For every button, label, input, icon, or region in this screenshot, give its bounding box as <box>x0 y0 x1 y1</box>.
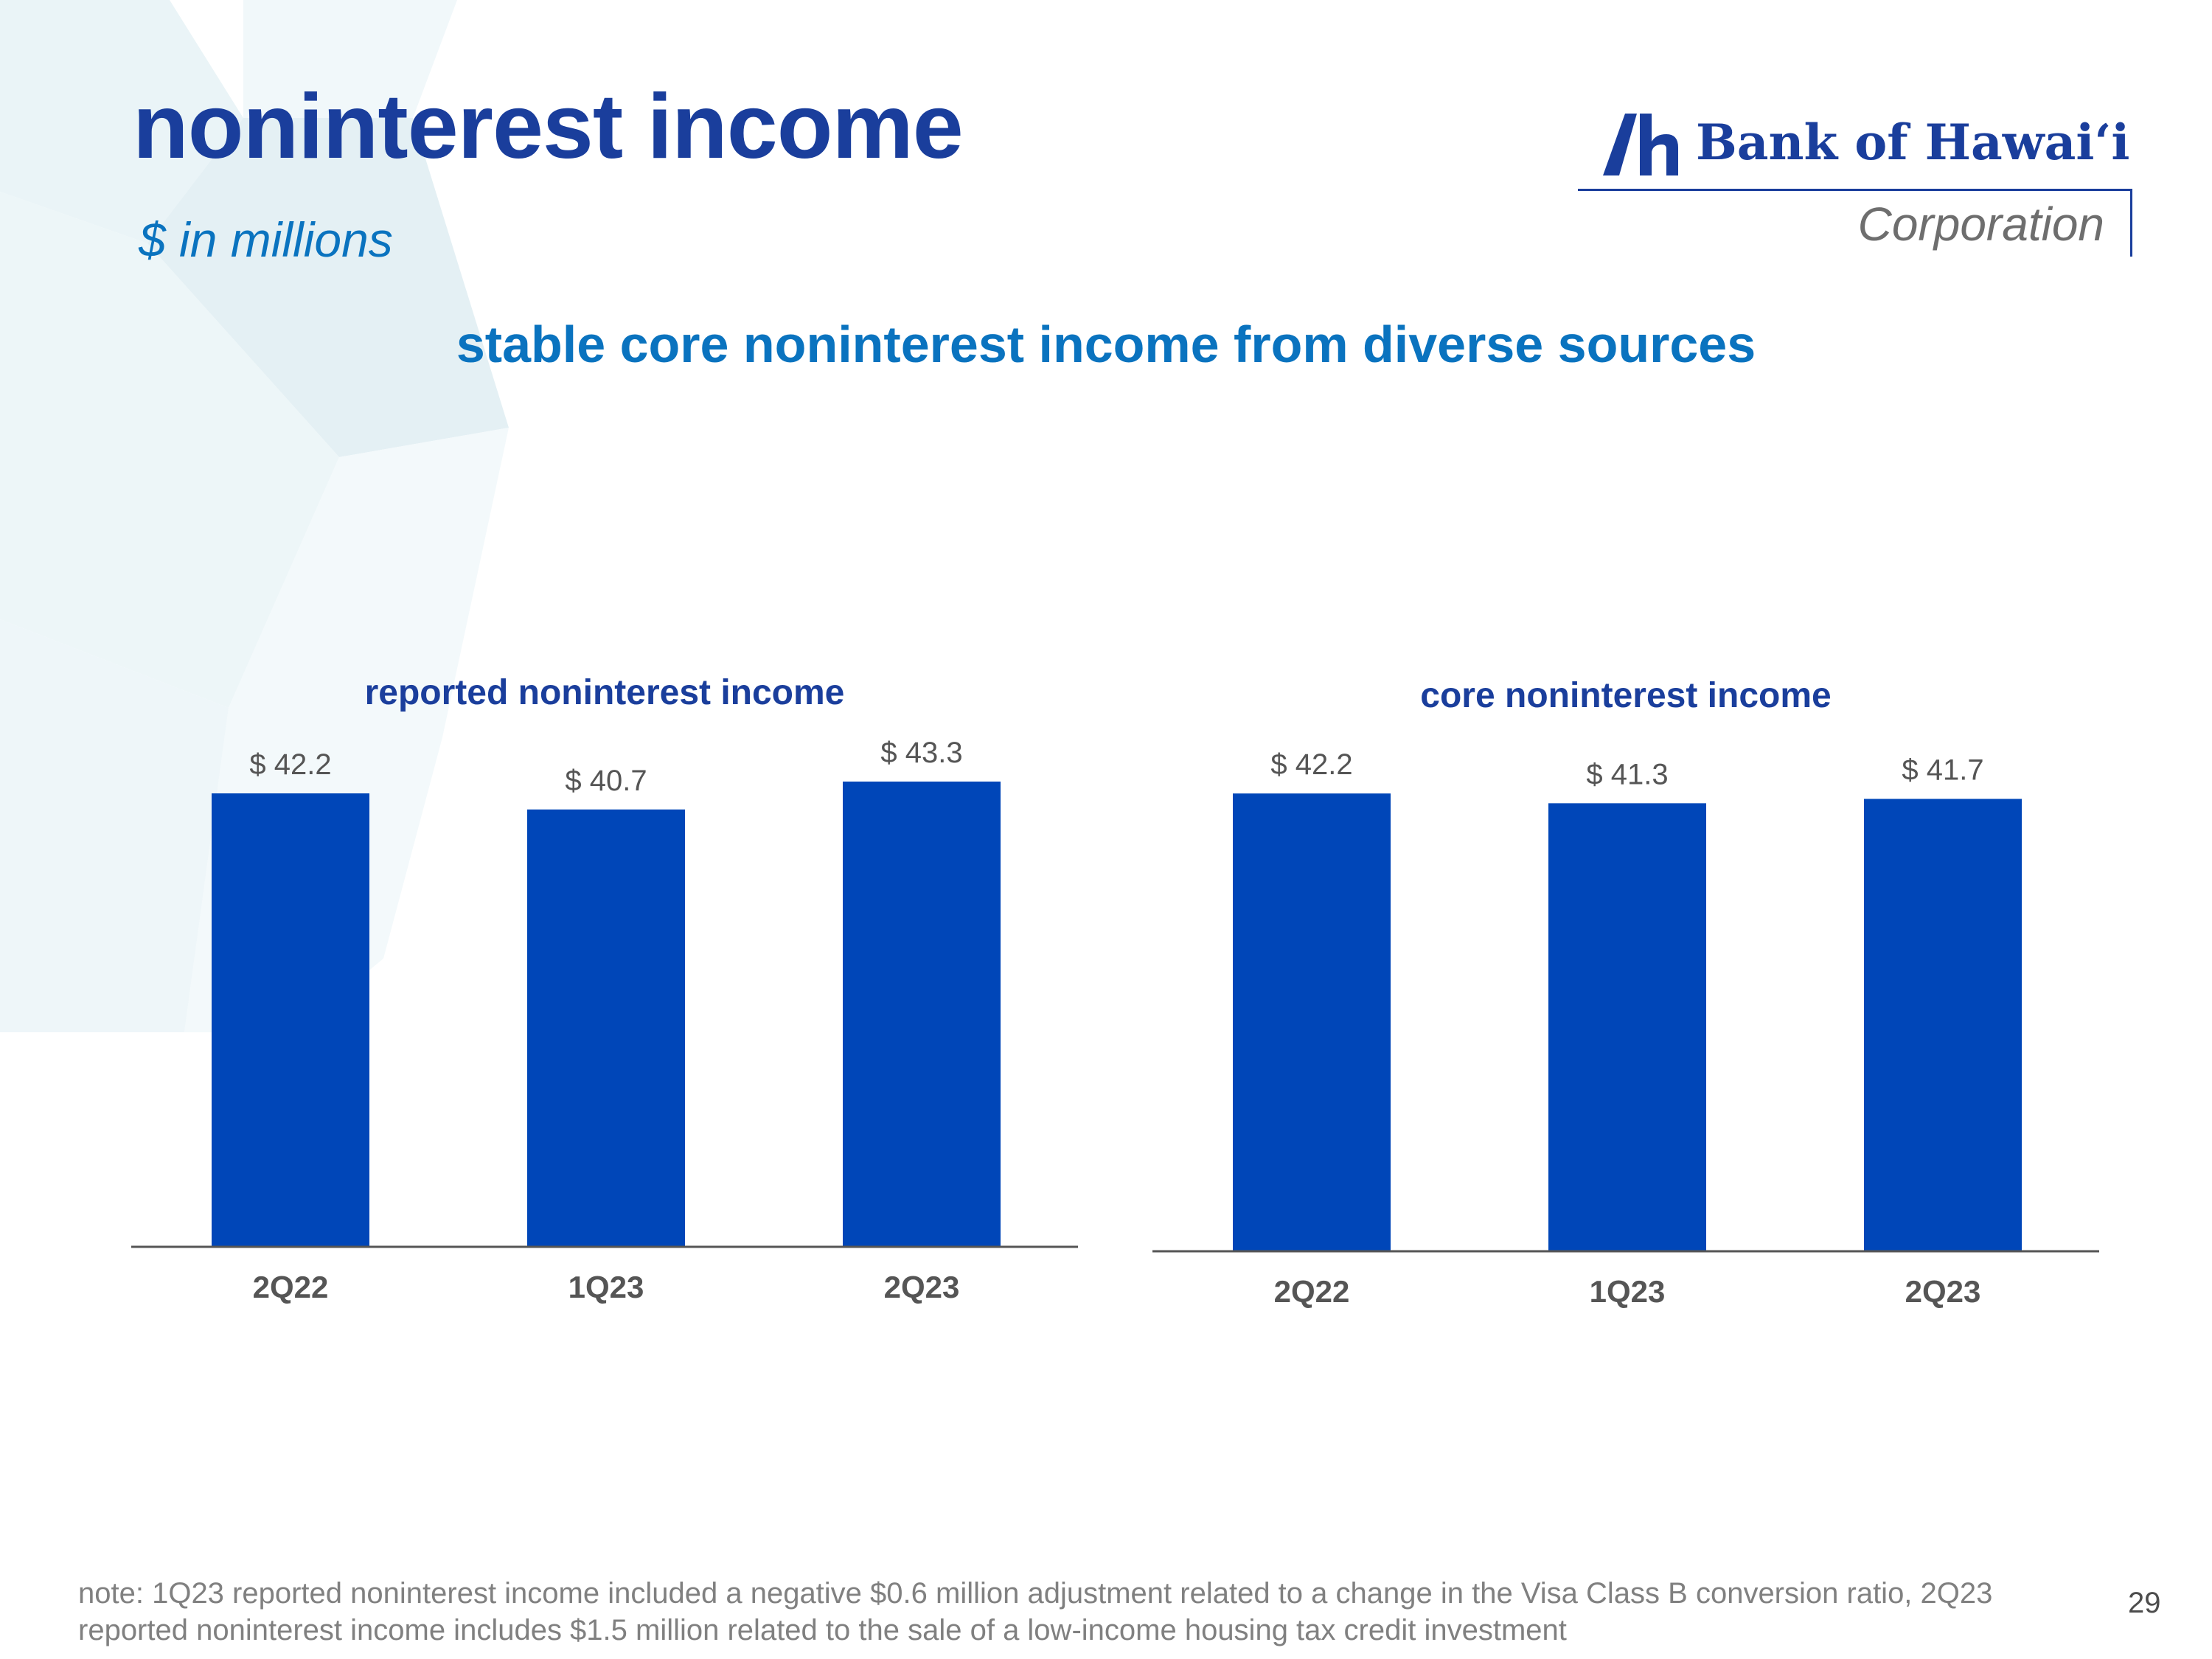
data-label: $ 41.3 <box>1586 758 1668 790</box>
bar-1q23 <box>1548 803 1706 1251</box>
data-label: $ 42.2 <box>249 748 331 781</box>
x-tick-label: 1Q23 <box>568 1270 644 1304</box>
data-label: $ 42.2 <box>1270 748 1352 781</box>
bank-logo-corporation: Corporation <box>1857 198 2104 251</box>
data-label: $ 41.7 <box>1902 754 1983 787</box>
bar-2q22 <box>1233 793 1391 1251</box>
bar-2q23 <box>843 782 1001 1246</box>
logo-divider <box>1578 189 2132 191</box>
x-tick-label: 2Q23 <box>1905 1274 1981 1309</box>
footnote: note: 1Q23 reported noninterest income i… <box>78 1577 1993 1646</box>
bank-logo-name: Bank of Hawai‘i <box>1696 114 2130 171</box>
page-number: 29 <box>2128 1587 2161 1619</box>
slide-headline: stable core noninterest income from dive… <box>456 316 1756 373</box>
x-tick-label: 2Q23 <box>884 1270 960 1304</box>
data-label: $ 43.3 <box>880 737 962 769</box>
bar-2q22 <box>212 793 369 1246</box>
x-tick-label: 1Q23 <box>1590 1274 1666 1309</box>
data-label: $ 40.7 <box>565 765 647 797</box>
bar-1q23 <box>527 809 685 1246</box>
reported-noninterest-income-chart: reported noninterest income $ 42.2 2Q22 $ … <box>118 664 1091 1327</box>
core-noninterest-income-chart: core noninterest income $ 42.2 2Q22 $ 41.3… <box>1139 664 2112 1327</box>
chart-plot: $ 42.2 2Q22 $ 40.7 1Q23 $ 43.3 2Q23 <box>131 737 1078 1304</box>
bar-2q23 <box>1864 799 2022 1251</box>
chart-title: core noninterest income <box>1420 676 1832 715</box>
slide-title: noninterest income <box>133 76 964 178</box>
chart-title: reported noninterest income <box>364 673 845 712</box>
bank-logo-mark-icon <box>1603 114 1678 175</box>
chart-plot: $ 42.2 2Q22 $ 41.3 1Q23 $ 41.7 2Q23 <box>1152 748 2099 1309</box>
x-tick-label: 2Q22 <box>1274 1274 1350 1309</box>
logo-divider-vertical <box>2130 189 2132 257</box>
slide-subtitle: $ in millions <box>139 212 393 267</box>
background-star-graphic <box>0 0 509 1032</box>
bank-logo: Bank of Hawai‘i Corporation <box>1571 103 2146 265</box>
x-tick-label: 2Q22 <box>253 1270 329 1304</box>
